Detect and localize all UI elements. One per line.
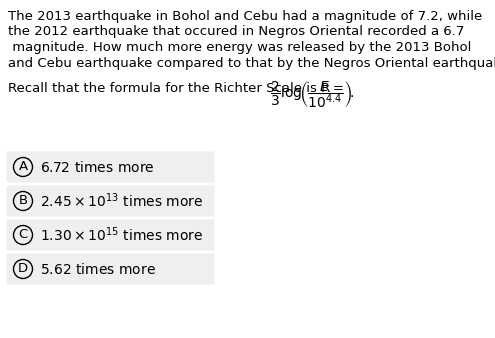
Text: The 2013 earthquake in Bohol and Cebu had a magnitude of 7.2, while: The 2013 earthquake in Bohol and Cebu ha…: [8, 10, 482, 23]
FancyBboxPatch shape: [6, 254, 214, 285]
FancyBboxPatch shape: [6, 186, 214, 217]
FancyBboxPatch shape: [6, 151, 214, 183]
Text: C: C: [18, 228, 28, 241]
Text: the 2012 earthquake that occured in Negros Oriental recorded a 6.7: the 2012 earthquake that occured in Negr…: [8, 25, 464, 39]
Text: $5.62$ times more: $5.62$ times more: [40, 262, 156, 276]
Text: magnitude. How much more energy was released by the 2013 Bohol: magnitude. How much more energy was rele…: [8, 41, 471, 54]
Text: D: D: [18, 263, 28, 275]
FancyBboxPatch shape: [6, 219, 214, 250]
Text: and Cebu earthquake compared to that by the Negros Oriental earthquake?: and Cebu earthquake compared to that by …: [8, 56, 495, 70]
Text: $2.45 \times 10^{13}$ times more: $2.45 \times 10^{13}$ times more: [40, 192, 203, 210]
Text: B: B: [18, 194, 28, 208]
Text: $\dfrac{2}{3}$log$\!\left(\dfrac{E}{10^{4.4}}\right)\!.$: $\dfrac{2}{3}$log$\!\left(\dfrac{E}{10^{…: [270, 79, 355, 110]
Text: $1.30 \times 10^{15}$ times more: $1.30 \times 10^{15}$ times more: [40, 226, 203, 244]
Text: A: A: [18, 161, 28, 173]
Text: Recall that the formula for the Richter Scale is R =: Recall that the formula for the Richter …: [8, 82, 346, 95]
Text: $6.72$ times more: $6.72$ times more: [40, 160, 155, 174]
